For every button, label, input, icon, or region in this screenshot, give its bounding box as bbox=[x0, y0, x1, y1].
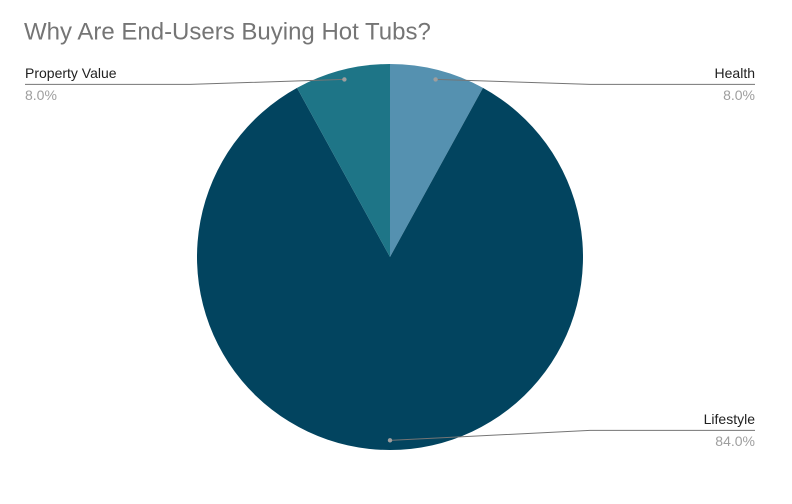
pie-slice bbox=[196, 87, 583, 450]
pie-slice bbox=[390, 64, 483, 257]
leader-dot bbox=[387, 438, 393, 443]
slice-value-label: 8.0% bbox=[723, 87, 755, 103]
leader-line bbox=[25, 78, 345, 85]
leader-dot bbox=[342, 77, 347, 82]
slice-label: Health bbox=[715, 65, 755, 81]
leader-line bbox=[389, 429, 755, 441]
leader-line bbox=[435, 78, 755, 85]
slice-value-label: 8.0% bbox=[25, 87, 57, 103]
slice-label: Lifestyle bbox=[704, 411, 756, 427]
chart-title: Why Are End-Users Buying Hot Tubs? bbox=[24, 18, 431, 45]
slice-value-label: 84.0% bbox=[715, 433, 755, 449]
slice-label: Property Value bbox=[25, 65, 117, 81]
leader-dot bbox=[433, 77, 438, 82]
pie-slice bbox=[297, 64, 390, 257]
